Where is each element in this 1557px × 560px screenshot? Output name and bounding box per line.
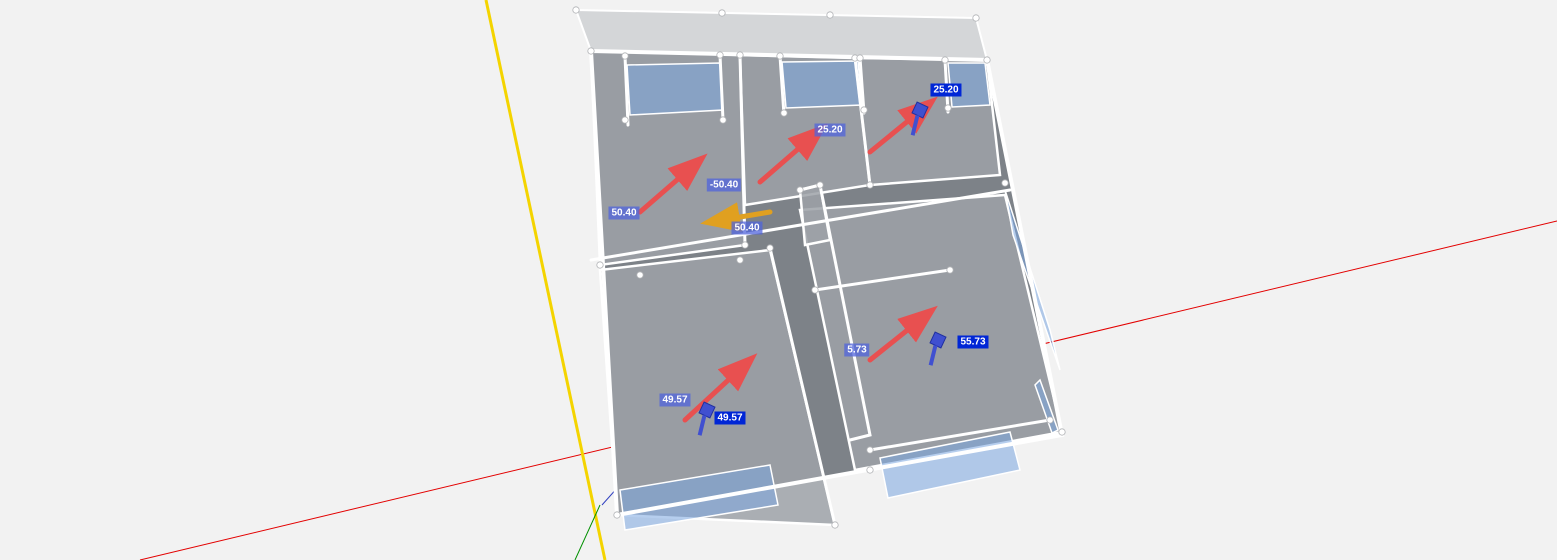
node[interactable]	[867, 467, 873, 473]
node[interactable]	[947, 267, 953, 273]
node[interactable]	[622, 53, 628, 59]
window	[948, 63, 990, 107]
node[interactable]	[737, 257, 743, 263]
node[interactable]	[942, 57, 948, 63]
axis-z2	[575, 505, 600, 560]
node[interactable]	[984, 57, 990, 63]
node[interactable]	[767, 245, 773, 251]
node[interactable]	[573, 7, 579, 13]
node[interactable]	[945, 105, 951, 111]
node[interactable]	[637, 272, 643, 278]
axis-y	[486, 0, 605, 560]
node[interactable]	[832, 522, 838, 528]
node[interactable]	[857, 55, 863, 61]
window	[627, 63, 723, 115]
node[interactable]	[614, 512, 620, 518]
window	[782, 61, 862, 108]
node[interactable]	[827, 12, 833, 18]
node[interactable]	[867, 182, 873, 188]
node[interactable]	[861, 107, 867, 113]
node[interactable]	[1002, 180, 1008, 186]
scene-svg[interactable]	[0, 0, 1557, 560]
node[interactable]	[781, 110, 787, 116]
node[interactable]	[719, 10, 725, 16]
3d-viewport[interactable]: 25.2025.20-50.4050.4050.4055.735.7349.57…	[0, 0, 1557, 560]
node[interactable]	[597, 262, 603, 268]
node[interactable]	[717, 52, 723, 58]
node[interactable]	[622, 117, 628, 123]
node[interactable]	[777, 53, 783, 59]
node[interactable]	[1047, 417, 1053, 423]
node[interactable]	[737, 52, 743, 58]
node[interactable]	[867, 447, 873, 453]
node[interactable]	[742, 242, 748, 248]
node[interactable]	[973, 15, 979, 21]
node[interactable]	[1059, 429, 1065, 435]
node[interactable]	[817, 182, 823, 188]
node[interactable]	[812, 287, 818, 293]
node[interactable]	[797, 187, 803, 193]
node[interactable]	[588, 48, 594, 54]
node[interactable]	[720, 117, 726, 123]
